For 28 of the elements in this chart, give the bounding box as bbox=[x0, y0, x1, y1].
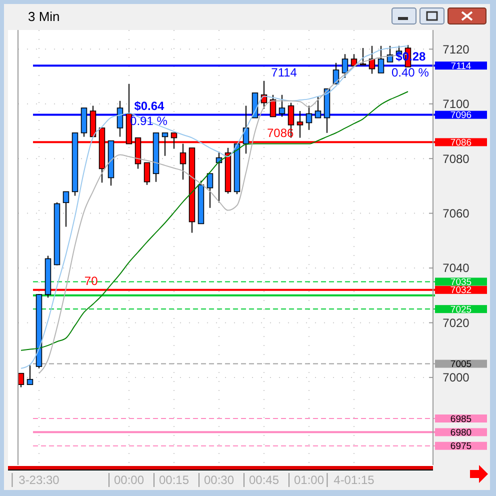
annotation: 0.40 % bbox=[392, 66, 430, 80]
x-tick-label: 01:00 bbox=[294, 473, 324, 487]
ref-line-label: 7032 bbox=[450, 285, 472, 296]
ref-line-label: 7005 bbox=[450, 359, 472, 370]
ref-line-label: 6985 bbox=[450, 414, 472, 425]
y-tick-label: 7120 bbox=[442, 42, 470, 56]
x-tick-label: 00:00 bbox=[114, 473, 144, 487]
y-tick-label: 7000 bbox=[442, 370, 470, 385]
y-tick-label: 7020 bbox=[442, 316, 470, 330]
ref-line-label: 7114 bbox=[450, 60, 472, 72]
ref-line-label: 7025 bbox=[450, 304, 472, 316]
annotation: $0.64 bbox=[134, 98, 165, 113]
x-tick-label: 00:30 bbox=[204, 473, 234, 487]
y-tick-label: 7040 bbox=[442, 261, 470, 276]
ref-line-label: 7086 bbox=[450, 137, 472, 148]
annotation: 70 bbox=[84, 274, 98, 288]
y-tick-label: 7100 bbox=[442, 97, 470, 112]
chart-title: 3 Min bbox=[28, 9, 60, 24]
x-tick-label: 00:45 bbox=[248, 473, 280, 487]
ref-line-label: 6975 bbox=[450, 441, 472, 452]
x-tick-label: 4-01:15 bbox=[334, 473, 375, 487]
y-tick-label: 7060 bbox=[442, 206, 470, 220]
ref-line-label: 7096 bbox=[450, 110, 472, 122]
ref-line-label: 6980 bbox=[450, 427, 472, 438]
annotation: 7114 bbox=[271, 66, 298, 80]
y-tick-label: 7080 bbox=[442, 152, 470, 166]
x-tick-label: 3-23:30 bbox=[18, 473, 60, 487]
x-tick-label: 00:15 bbox=[158, 473, 190, 487]
